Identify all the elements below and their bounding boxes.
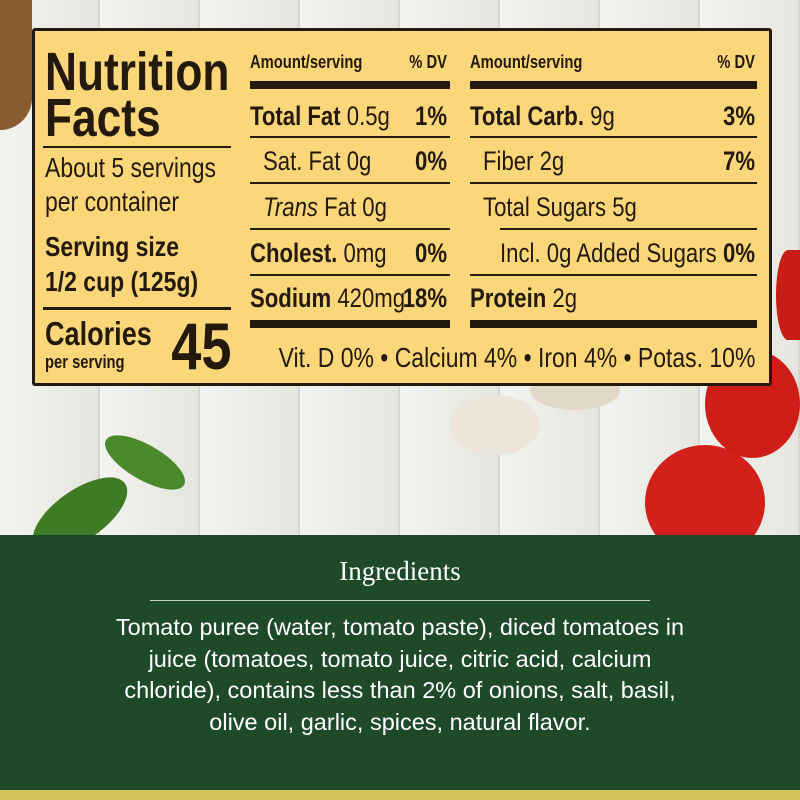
nutrient-name: Trans (263, 192, 318, 222)
amount-header: Amount/serving (470, 52, 583, 72)
divider (150, 600, 650, 601)
nutrient-row-sat-fat: Sat. Fat 0g (263, 148, 371, 175)
tomato-image (776, 250, 800, 340)
dv-value: 0% (722, 238, 755, 268)
basil-bowl-image (0, 0, 32, 130)
nutrient-row-cholesterol: Cholest. 0mg (250, 240, 387, 267)
nutrient-name: Sat. Fat (263, 146, 341, 176)
nutrient-name: Total Fat (250, 101, 341, 131)
nutrient-row-total-fat: Total Fat 0.5g (250, 103, 390, 130)
ingredients-text: Tomato puree (water, tomato paste), dice… (115, 614, 685, 735)
nutrient-name: Sodium (250, 283, 332, 313)
dv-value: 7% (722, 146, 755, 176)
nutrient-row-fiber: Fiber 2g (483, 148, 564, 175)
divider (470, 182, 757, 184)
nutrient-name: Fiber (483, 146, 534, 176)
thick-divider (470, 320, 757, 328)
calories-value: 45 (170, 309, 231, 383)
divider (250, 182, 450, 184)
nutrient-amount: 0g (346, 146, 372, 176)
nutrient-row-total-sugars: Total Sugars 5g (483, 194, 637, 221)
nutrient-amount: 9g (590, 101, 615, 131)
nutrient-row-trans-fat: Trans Fat 0g (263, 194, 387, 221)
nutrient-name: Total Carb. (470, 101, 584, 131)
divider (43, 146, 231, 148)
divider (250, 274, 450, 276)
divider (43, 307, 231, 310)
nutrient-name: Total Sugars (483, 192, 607, 222)
divider (250, 136, 450, 138)
servings-per-container: About 5 servings (45, 152, 217, 183)
nutrient-amount: 2g (552, 283, 578, 313)
nutrient-row-protein: Protein 2g (470, 285, 577, 312)
serving-size-label: Serving size (45, 231, 179, 262)
dv-value: 18% (402, 283, 447, 313)
amount-header: Amount/serving (250, 52, 363, 72)
ingredients-title: Ingredients (339, 556, 461, 586)
dv-value: 3% (722, 101, 755, 131)
dv-value: 1% (414, 101, 447, 131)
calories-per-serving: per serving (45, 352, 125, 372)
servings-per-container: per container (45, 186, 180, 217)
nutrient-amount: 420mg (337, 283, 406, 313)
label-title: Nutrition (45, 42, 230, 102)
thick-divider (250, 81, 450, 89)
garlic-clove-image (450, 395, 540, 455)
serving-size-value: 1/2 cup (125g) (45, 266, 199, 297)
divider (250, 228, 450, 230)
nutrient-amount: 0.5g (346, 101, 390, 131)
nutrient-amount: 0mg (343, 238, 387, 268)
nutrient-name: Cholest. (250, 238, 338, 268)
ingredients-panel (0, 535, 800, 792)
calories-label: Calories (45, 315, 152, 352)
dv-header: % DV (717, 52, 755, 72)
nutrient-amount: 5g (612, 192, 637, 222)
vitamins-minerals: Vit. D 0% • Calcium 4% • Iron 4% • Potas… (278, 342, 755, 373)
dv-header: % DV (409, 52, 447, 72)
nutrient-row-added-sugars: Incl. 0g Added Sugars (500, 238, 717, 268)
divider (470, 274, 757, 276)
dv-value: 0% (414, 238, 447, 268)
label-title: Facts (45, 88, 161, 148)
nutrient-amount: 2g (539, 146, 565, 176)
thick-divider (250, 320, 450, 328)
nutrient-amount: Fat 0g (324, 192, 387, 222)
bottom-strip (0, 790, 800, 800)
divider (500, 228, 757, 230)
nutrition-facts-label: Nutrition Facts About 5 servings per con… (32, 28, 772, 386)
nutrient-name: Protein (470, 283, 547, 313)
divider (470, 136, 757, 138)
thick-divider (470, 81, 757, 89)
nutrient-row-sodium: Sodium 420mg (250, 285, 405, 312)
dv-value: 0% (414, 146, 447, 176)
nutrient-row-total-carb: Total Carb. 9g (470, 103, 615, 130)
